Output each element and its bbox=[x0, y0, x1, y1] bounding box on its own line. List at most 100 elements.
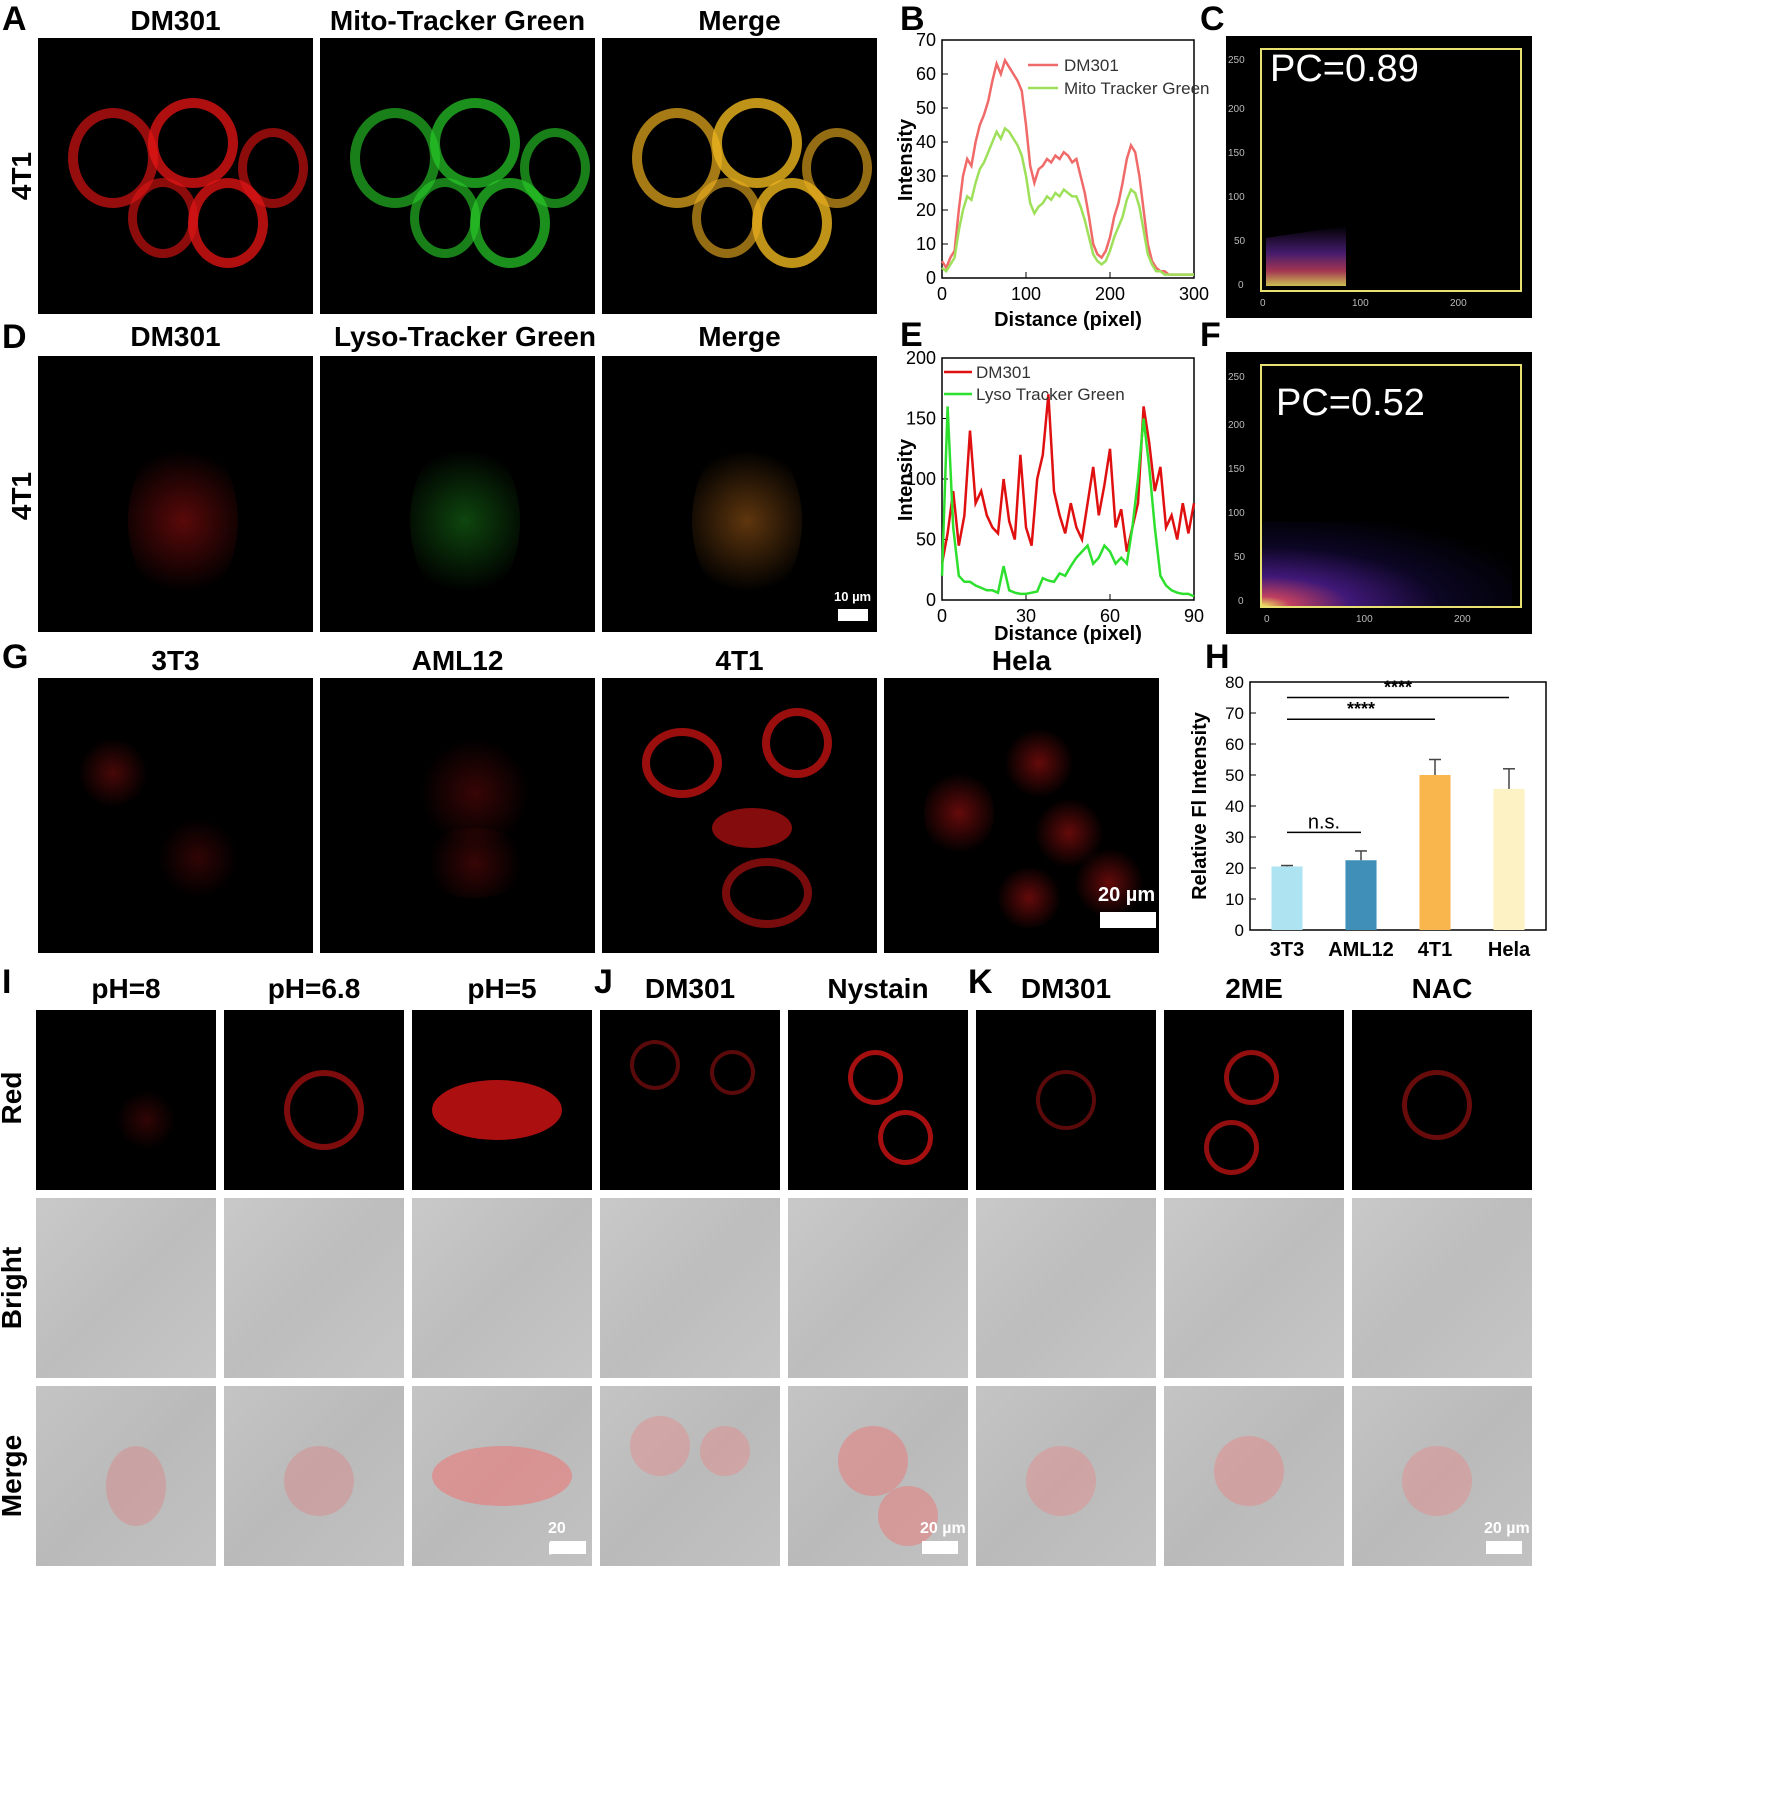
image-aml12 bbox=[320, 678, 595, 953]
image-red-nac bbox=[1352, 1010, 1532, 1190]
plot-f-ytick-0: 0 bbox=[1238, 596, 1244, 607]
h-ytick-label: 80 bbox=[1225, 673, 1244, 692]
chart-b-ylabel: Intensity bbox=[895, 118, 917, 201]
chart-e-series-dm301 bbox=[940, 394, 1196, 564]
image-bright-ph5 bbox=[412, 1198, 592, 1378]
chart-b-series-dm301 bbox=[940, 57, 1194, 276]
h-sig-label: **** bbox=[1347, 699, 1375, 719]
image-bright-ph8 bbox=[36, 1198, 216, 1378]
image-red-2me bbox=[1164, 1010, 1344, 1190]
plot-c-ytick-50: 50 bbox=[1234, 236, 1246, 247]
h-bar-aml12 bbox=[1345, 860, 1377, 930]
plot-f-ytick-150: 150 bbox=[1228, 464, 1245, 475]
col-title-ph6-8: pH=6.8 bbox=[267, 973, 361, 1004]
chart-e-ylabel: Intensity bbox=[895, 438, 917, 521]
h-xtick-label: AML12 bbox=[1328, 939, 1394, 961]
plot-c-xtick-100: 100 bbox=[1352, 298, 1369, 309]
image-red-dm301-j bbox=[600, 1010, 780, 1190]
plot-c-xtick-0: 0 bbox=[1260, 298, 1266, 309]
row-label-merge: Merge bbox=[0, 1434, 27, 1518]
chart-e-legend-lyso: Lyso Tracker Green bbox=[976, 385, 1125, 404]
h-xtick-label: 4T1 bbox=[1418, 939, 1452, 961]
plot-f-ytick-200: 200 bbox=[1228, 420, 1245, 431]
panel-letter-i: I bbox=[2, 963, 12, 1001]
col-title-mito-tracker: Mito-Tracker Green bbox=[329, 5, 586, 36]
col-title-dm301-a: DM301 bbox=[130, 5, 221, 36]
h-ytick-label: 50 bbox=[1225, 766, 1244, 785]
image-hela: 20 µm bbox=[884, 678, 1159, 953]
h-xtick-label: 3T3 bbox=[1270, 939, 1304, 961]
image-red-nystain bbox=[788, 1010, 968, 1190]
image-merge-nac: 20 µm bbox=[1352, 1386, 1532, 1566]
image-merge-dm301-j bbox=[600, 1386, 780, 1566]
scale-label-d: 10 µm bbox=[834, 589, 872, 604]
scale-label-g: 20 µm bbox=[1098, 884, 1156, 906]
col-title-2me: 2ME bbox=[1225, 973, 1283, 1004]
scale-bar-d bbox=[838, 609, 868, 621]
plot-c-frame bbox=[1260, 48, 1522, 292]
scale-bar-k bbox=[1486, 1541, 1522, 1554]
b-ytick-label: 20 bbox=[916, 200, 936, 220]
e-xtick-label: 0 bbox=[937, 606, 947, 626]
plot-f-xtick-0: 0 bbox=[1264, 614, 1270, 625]
plot-c-ytick-100: 100 bbox=[1228, 192, 1245, 203]
e-ytick-label: 0 bbox=[926, 590, 936, 610]
col-title-merge-d: Merge bbox=[698, 321, 781, 352]
e-ytick-label: 50 bbox=[916, 530, 936, 550]
panel-letter-k: K bbox=[968, 963, 993, 1001]
image-merge-mito bbox=[602, 38, 877, 314]
plot-c-density bbox=[1266, 226, 1346, 286]
image-4t1-g bbox=[602, 678, 877, 953]
chart-e-series-lyso bbox=[940, 406, 1195, 598]
e-xtick-label: 60 bbox=[1100, 606, 1120, 626]
image-merge-nystain: 20 µm bbox=[788, 1386, 968, 1566]
image-bright-nac bbox=[1352, 1198, 1532, 1378]
col-title-merge-a: Merge bbox=[698, 5, 781, 36]
chart-b-frame bbox=[941, 39, 1195, 279]
pc-value-f: PC=0.52 bbox=[1276, 382, 1425, 424]
panel-letter-f: F bbox=[1200, 316, 1221, 354]
image-merge-ph6-8 bbox=[224, 1386, 404, 1566]
b-ytick-label: 30 bbox=[916, 166, 936, 186]
e-xtick-label: 90 bbox=[1184, 606, 1204, 626]
col-title-nystain: Nystain bbox=[827, 973, 929, 1004]
chart-e-line: 0 50 100 150 200 0 30 60 90 DM301 Lyso Tracker … bbox=[895, 350, 1204, 645]
plot-c-ytick-250: 250 bbox=[1228, 55, 1245, 66]
image-bright-dm301-j bbox=[600, 1198, 780, 1378]
image-merge-2me bbox=[1164, 1386, 1344, 1566]
panel-letter-a: A bbox=[2, 0, 27, 38]
col-title-lyso-tracker: Lyso-Tracker Green bbox=[334, 321, 596, 352]
b-ytick-label: 60 bbox=[916, 64, 936, 84]
scale-label-k: 20 µm bbox=[1484, 1520, 1530, 1537]
b-ytick-label: 70 bbox=[916, 30, 936, 50]
row-label-4t1-a: 4T1 bbox=[6, 151, 37, 201]
plot-c-ytick-200: 200 bbox=[1228, 104, 1245, 115]
col-title-aml12: AML12 bbox=[411, 645, 504, 676]
image-mito-tracker-green bbox=[320, 38, 595, 314]
scale-bar-j bbox=[922, 1541, 958, 1554]
b-xtick-label: 0 bbox=[937, 284, 947, 304]
panel-letter-b: B bbox=[900, 0, 925, 38]
image-merge-lyso: 10 µm bbox=[602, 356, 877, 632]
image-bright-dm301-k bbox=[976, 1198, 1156, 1378]
h-sig-label: n.s. bbox=[1308, 811, 1340, 833]
chart-e-legend-dm301: DM301 bbox=[976, 363, 1031, 382]
b-xtick-label: 300 bbox=[1179, 284, 1209, 304]
b-ytick-label: 0 bbox=[926, 268, 936, 288]
col-title-nac: NAC bbox=[1411, 973, 1473, 1004]
plot-f-xtick-200: 200 bbox=[1454, 614, 1471, 625]
plot-f-ytick-250: 250 bbox=[1228, 372, 1245, 383]
scale-bar-g bbox=[1100, 912, 1156, 928]
image-merge-ph5: 20 µm bbox=[412, 1386, 592, 1566]
image-lyso-tracker-green bbox=[320, 356, 595, 632]
col-title-3t3: 3T3 bbox=[151, 645, 200, 676]
plot-c-ytick-0: 0 bbox=[1238, 280, 1244, 291]
chart-b-series-mito bbox=[941, 126, 1194, 276]
image-3t3 bbox=[38, 678, 313, 953]
panel-letter-c: C bbox=[1200, 0, 1225, 38]
col-title-dm301-j: DM301 bbox=[644, 973, 736, 1004]
chart-b-legend-mito: Mito Tracker Green bbox=[1064, 79, 1210, 98]
col-title-dm301-k: DM301 bbox=[1020, 973, 1112, 1004]
plot-c-ytick-150: 150 bbox=[1228, 148, 1245, 159]
chart-h-bar: 0 10 20 30 40 50 60 70 80 n.s. **** **** 3T3 AML12 4… bbox=[1189, 673, 1547, 961]
